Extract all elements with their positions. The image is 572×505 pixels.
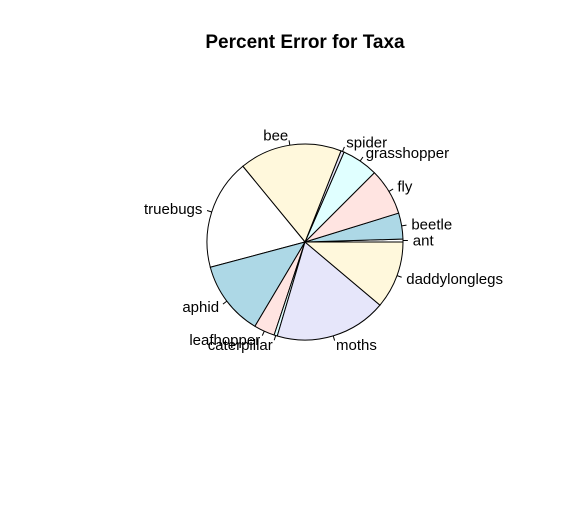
label-tick-aphid	[222, 300, 228, 305]
label-tick-leafhopper	[261, 330, 265, 336]
pie-label-ant: ant	[413, 232, 435, 249]
label-tick-beetle	[401, 224, 407, 227]
pie-slices	[206, 143, 404, 341]
pie-slice-daddylonglegs	[303, 241, 404, 306]
chart-title: Percent Error for Taxa	[205, 32, 405, 53]
label-tick-bee	[288, 140, 291, 146]
pie-label-daddylonglegs: daddylonglegs	[406, 271, 503, 288]
label-tick-truebugs	[206, 210, 212, 213]
pie-label-beetle: beetle	[411, 216, 452, 233]
label-tick-spider	[342, 146, 345, 152]
pie-label-grasshopper: grasshopper	[366, 145, 449, 162]
pie-label-moths: moths	[336, 337, 377, 354]
pie-label-truebugs: truebugs	[144, 201, 202, 218]
pie-slice-bee	[242, 143, 342, 243]
pie-slice-moths	[276, 241, 381, 341]
label-tick-fly	[388, 188, 394, 192]
label-tick-grasshopper	[359, 156, 364, 162]
label-tick-moths	[332, 335, 336, 341]
label-tick-caterpillar	[273, 335, 277, 341]
pie-label-bee: bee	[263, 128, 288, 145]
pie-label-spider: spider	[346, 134, 387, 151]
pie-label-aphid: aphid	[182, 299, 219, 316]
pie-label-leafhopper: leafhopper	[189, 332, 260, 349]
pie-label-fly: fly	[397, 178, 413, 195]
label-tick-daddylonglegs	[396, 275, 402, 278]
pie-label-caterpillar: caterpillar	[208, 337, 273, 354]
